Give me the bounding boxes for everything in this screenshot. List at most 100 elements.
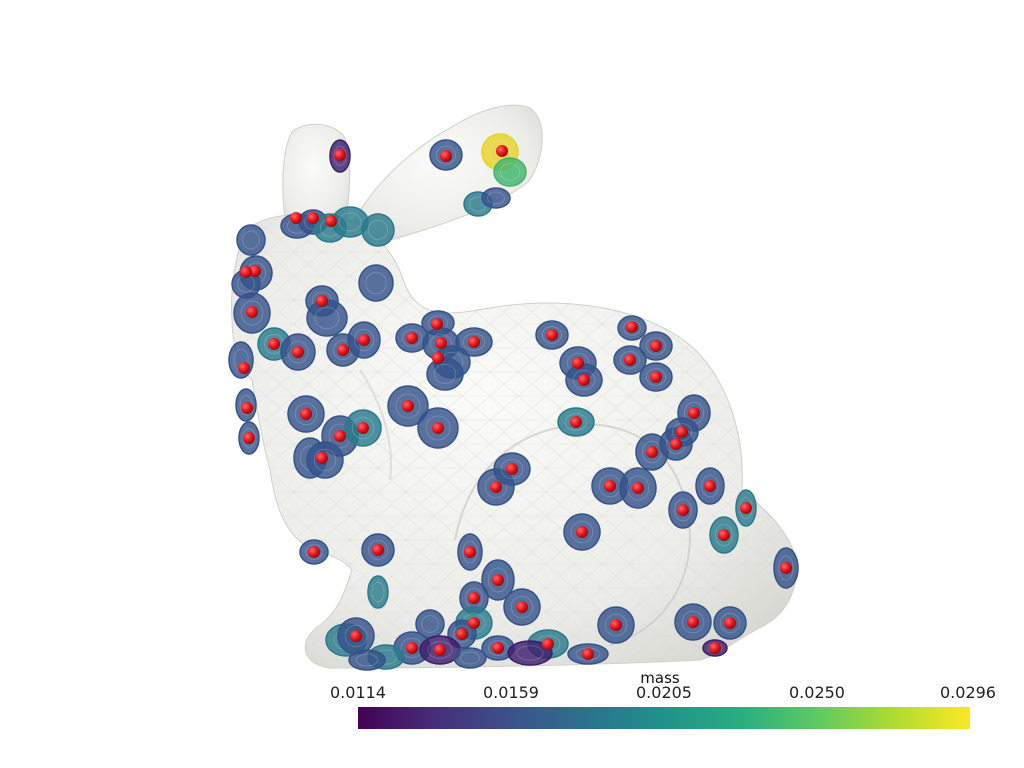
mass-disk-texture (645, 368, 667, 386)
mass-disk-texture (462, 540, 478, 564)
mass-disk-texture (344, 624, 368, 648)
mass-point-marker (402, 400, 414, 412)
mass-point-marker (572, 357, 584, 369)
mass-disk-glyph (361, 213, 395, 247)
mass-point-marker (241, 402, 253, 414)
mass-point-marker (610, 619, 622, 631)
mass-point-marker (492, 642, 504, 654)
mass-point-marker (440, 150, 452, 162)
mass-disk-glyph (236, 224, 266, 256)
mass-point-marker (468, 592, 480, 604)
mass-point-marker (246, 306, 258, 318)
mass-disk-texture (313, 448, 337, 472)
mass-point-marker (704, 480, 716, 492)
mass-point-marker (307, 212, 319, 224)
mass-disk-texture (338, 212, 362, 232)
mass-disk-texture (719, 612, 741, 634)
mass-point-marker (434, 644, 446, 656)
mass-disk-texture (287, 340, 309, 364)
mass-point-marker (334, 149, 346, 161)
mass-disk-texture (604, 613, 628, 637)
mass-disk-texture (395, 393, 421, 419)
colorbar-tick-label: 0.0205 (636, 683, 692, 702)
mass-point-marker (709, 642, 721, 654)
mass-point-marker (687, 616, 699, 628)
mass-disk-texture (401, 329, 423, 347)
mass-disk-texture (294, 402, 318, 426)
mass-disk-texture (674, 498, 692, 522)
mass-disk-texture (619, 351, 641, 369)
mass-point-marker (238, 362, 250, 374)
mass-point-marker (337, 344, 349, 356)
colorbar-title: mass (640, 669, 680, 687)
mass-disk-texture (421, 615, 439, 633)
mass-point-marker (268, 338, 280, 350)
mass-disk-texture (333, 145, 347, 167)
mass-point-marker (456, 628, 468, 640)
mass-disk-texture (715, 523, 733, 547)
mass-disk-texture (459, 651, 481, 665)
mass-disk-texture (427, 641, 453, 659)
mass-disk-glyph (493, 157, 527, 187)
mass-disk-texture (499, 163, 521, 181)
mass-point-marker (490, 481, 502, 493)
mass-point-marker (542, 638, 554, 650)
mass-disk-texture (351, 416, 375, 440)
mass-disk-texture (425, 415, 451, 441)
mass-point-marker (677, 504, 689, 516)
mass-disk-texture (367, 219, 389, 241)
mass-point-marker (300, 408, 312, 420)
mass-point-marker (578, 374, 590, 386)
mass-point-marker (496, 145, 508, 157)
mass-disk-texture (681, 610, 705, 634)
mass-point-marker (650, 371, 662, 383)
mass-disk-texture (367, 539, 389, 561)
mass-disk-texture (365, 271, 387, 295)
mass-point-marker (632, 482, 644, 494)
mass-point-marker (688, 407, 700, 419)
mass-disk-texture (671, 423, 693, 441)
mass-point-marker (432, 352, 444, 364)
mass-disk-texture (487, 567, 509, 593)
mass-point-marker (316, 295, 328, 307)
mass-point-marker (506, 463, 518, 475)
mass-disk-texture (433, 363, 457, 385)
mass-point-marker (372, 544, 384, 556)
mass-point-marker (646, 446, 658, 458)
mass-point-marker (676, 426, 688, 438)
mass-disk-glyph (358, 264, 394, 302)
mass-point-marker (740, 502, 752, 514)
mass-disk-texture (453, 625, 471, 643)
mass-disk-texture (487, 191, 505, 205)
mass-disk-texture (242, 230, 260, 250)
mass-disk-texture (500, 458, 524, 480)
colorbar-gradient (358, 707, 970, 729)
mass-disk-texture (462, 333, 486, 351)
mass-disk-texture (572, 369, 596, 391)
mass-disk-glyph (367, 575, 389, 609)
mass-point-marker (431, 318, 443, 330)
mass-disk-texture (487, 640, 509, 656)
mass-point-marker (292, 346, 304, 358)
mass-disk-glyph (453, 647, 487, 669)
mass-point-marker (468, 617, 480, 629)
mass-disk-texture (626, 475, 650, 501)
mass-point-marker (358, 334, 370, 346)
mass-point-marker (435, 337, 447, 349)
mass-point-marker (350, 630, 362, 642)
colorbar-tick-label: 0.0296 (940, 683, 996, 702)
mass-point-marker (406, 642, 418, 654)
colorbar-tick-label: 0.0114 (330, 683, 386, 702)
mass-disk-texture (564, 413, 588, 431)
mass-point-marker (325, 215, 337, 227)
mass-point-marker (724, 617, 736, 629)
colorbar-tick-label: 0.0250 (789, 683, 845, 702)
mass-point-marker (780, 562, 792, 574)
mass-point-marker (308, 546, 320, 558)
colorbar-tick-label: 0.0159 (483, 683, 539, 702)
mass-disk-texture (240, 300, 264, 326)
mass-point-marker (316, 452, 328, 464)
mass-disk-texture (701, 474, 719, 498)
mass-point-marker (670, 438, 682, 450)
